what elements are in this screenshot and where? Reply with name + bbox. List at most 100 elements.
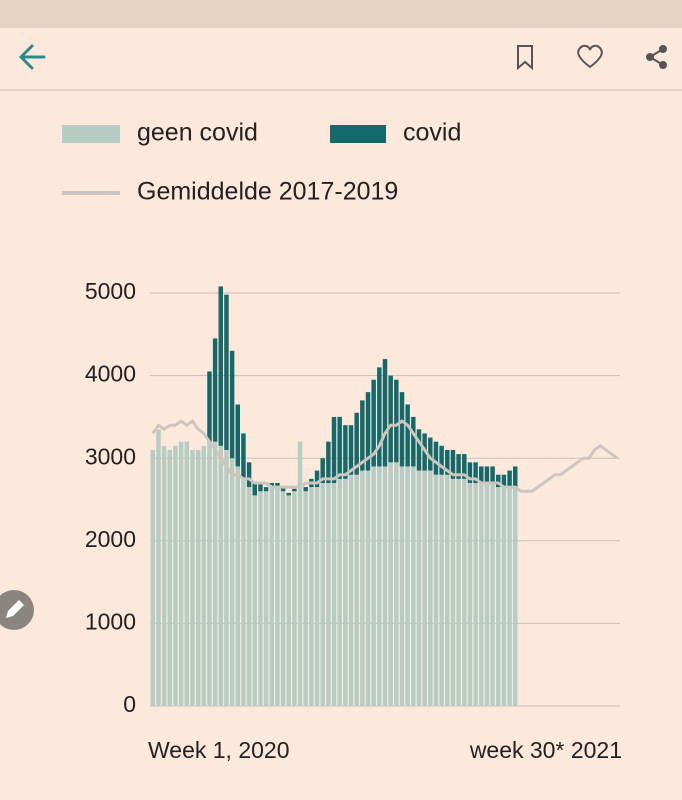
bar xyxy=(337,478,342,706)
bar xyxy=(433,441,439,475)
bar xyxy=(292,488,297,492)
bar xyxy=(178,441,184,706)
bar xyxy=(513,466,518,488)
bar xyxy=(280,491,286,706)
bar xyxy=(246,462,252,488)
bar xyxy=(224,449,229,706)
bar xyxy=(263,487,269,492)
bar xyxy=(275,482,280,488)
bar xyxy=(354,412,359,475)
bar xyxy=(439,445,444,475)
bar xyxy=(348,474,354,706)
bar xyxy=(320,482,325,706)
edit-button[interactable] xyxy=(0,590,34,630)
bar xyxy=(445,449,450,475)
bar xyxy=(314,470,320,488)
bar xyxy=(360,400,365,471)
bar xyxy=(303,491,308,706)
bar xyxy=(388,462,393,706)
bar xyxy=(428,470,433,706)
bar xyxy=(207,441,212,706)
legend-label: geen covid xyxy=(137,119,258,147)
bar xyxy=(218,286,224,446)
bar xyxy=(382,466,388,706)
bar xyxy=(326,441,331,483)
bar xyxy=(229,350,235,459)
legend-swatch xyxy=(62,125,120,143)
bar xyxy=(501,474,507,488)
bar xyxy=(411,416,416,467)
bar xyxy=(337,416,342,479)
bar xyxy=(224,294,229,450)
bar xyxy=(490,466,495,483)
bar xyxy=(462,478,467,706)
y-tick-label: 3000 xyxy=(85,443,136,469)
bar xyxy=(450,449,456,479)
bar xyxy=(241,478,246,706)
y-tick-label: 0 xyxy=(123,691,136,717)
bar xyxy=(439,474,444,706)
bar xyxy=(479,466,484,483)
bar xyxy=(479,482,484,706)
bar xyxy=(195,449,201,706)
bar xyxy=(507,470,512,488)
bar xyxy=(371,466,376,706)
bar xyxy=(382,359,388,467)
bar xyxy=(496,474,501,488)
bar xyxy=(246,487,252,706)
status-bar xyxy=(0,0,682,28)
y-tick-label: 2000 xyxy=(85,526,136,552)
bar xyxy=(450,478,456,706)
bar xyxy=(354,474,359,706)
bar xyxy=(416,429,422,471)
bar xyxy=(190,449,195,706)
bar xyxy=(326,482,331,706)
bar xyxy=(405,404,410,467)
bar xyxy=(365,470,371,706)
bar xyxy=(433,474,439,706)
x-tick-label: Week 1, 2020 xyxy=(148,737,290,763)
bar xyxy=(303,487,308,492)
bar xyxy=(422,470,427,706)
bar xyxy=(416,470,422,706)
bar xyxy=(388,375,393,463)
bar xyxy=(167,449,173,706)
y-tick-label: 4000 xyxy=(85,361,136,387)
bar xyxy=(371,379,376,467)
bar xyxy=(467,462,473,483)
bar xyxy=(348,425,354,475)
bar xyxy=(445,474,450,706)
bar xyxy=(212,441,218,706)
bar xyxy=(394,379,399,463)
bookmark-button[interactable] xyxy=(517,45,533,71)
bar xyxy=(286,492,291,496)
bar xyxy=(161,445,167,706)
bar xyxy=(229,458,235,706)
average-line xyxy=(151,419,619,493)
bar xyxy=(484,466,490,483)
bar xyxy=(292,491,297,706)
bar xyxy=(156,429,161,706)
y-tick-label: 5000 xyxy=(85,278,136,304)
bar xyxy=(399,466,405,706)
bar xyxy=(218,445,224,706)
legend-label: covid xyxy=(403,119,461,147)
bar xyxy=(173,445,178,706)
bar xyxy=(320,458,325,483)
like-button[interactable] xyxy=(577,44,603,69)
bar xyxy=(184,441,190,706)
bar xyxy=(275,487,280,706)
bar xyxy=(456,454,461,479)
bar xyxy=(501,487,507,706)
bar xyxy=(399,392,405,467)
share-button[interactable] xyxy=(646,45,667,69)
back-button[interactable] xyxy=(18,44,46,70)
bar xyxy=(241,433,246,479)
bar xyxy=(377,466,382,706)
bar xyxy=(235,466,241,706)
bar xyxy=(513,487,518,706)
legend-label: Gemiddelde 2017-2019 xyxy=(137,178,398,206)
bar xyxy=(467,482,473,706)
bar xyxy=(360,470,365,706)
